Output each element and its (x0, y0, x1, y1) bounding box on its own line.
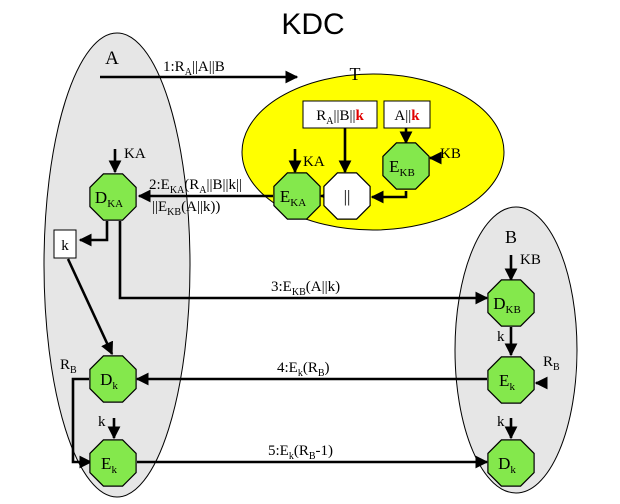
t-enc-ka-shape (273, 172, 321, 220)
a-key-label: k (61, 238, 69, 254)
rb-label-b: RB (543, 354, 560, 373)
t-concat-label: || (344, 187, 351, 206)
kbox-to-dk-arrow (66, 258, 114, 356)
message-1-label: 1:RA||A||B (163, 59, 225, 78)
party-a-label: A (105, 48, 119, 69)
k-label-b-lower: k (497, 414, 505, 430)
b-encrypt-k-node: Ek (487, 356, 535, 404)
b-dec-k-shape (487, 439, 535, 487)
a-enc-k-label: Ek (101, 454, 117, 476)
t-input-kb-label: A||k (394, 108, 420, 124)
message-5-label: 5:Ek(RB-1) (268, 443, 333, 462)
kb-key-label-t: KB (440, 146, 461, 162)
t-enc-ka-label: EKA (280, 187, 306, 209)
a-decrypt-k-node: Dk (89, 355, 137, 403)
t-encrypt-ka-node: EKA (273, 172, 321, 220)
diagram-title: KDC (281, 8, 344, 41)
t-input-kb-box (383, 100, 431, 129)
message-2-label-line2: ||EKB(A||k)) (152, 199, 220, 218)
a-dec-k-label: Dk (100, 370, 118, 392)
message-2-label-line1: 2:EKA(RA||B||k|| (149, 177, 242, 196)
dk-to-ek-arrow (71, 377, 93, 469)
b-dec-kb-label: DKB (493, 294, 521, 316)
t-enc-kb-shape (382, 142, 430, 190)
b-dec-k-label: Dk (498, 454, 516, 476)
b-decrypt-kb-node: DKB (487, 279, 535, 327)
message-4-label: 4:Ek(RB) (277, 360, 330, 379)
t-encrypt-kb-node: EKB (382, 142, 430, 190)
k-label-b-upper: k (497, 329, 505, 345)
a-dec-ka-shape (89, 173, 137, 221)
b-decrypt-k-node: Dk (487, 439, 535, 487)
a-enc-k-shape (89, 439, 137, 487)
b-enc-k-label: Ek (499, 371, 515, 393)
a-decrypt-ka-node: DKA (89, 173, 137, 221)
rb-label-a: RB (60, 357, 77, 376)
ka-key-label-a: KA (124, 146, 146, 162)
b-dec-kb-shape (487, 279, 535, 327)
t-concat-shape (323, 172, 371, 220)
kb-key-label-b: KB (520, 252, 541, 268)
a-key-box (53, 229, 77, 259)
message-3-label: 3:EKB(A||k) (271, 279, 340, 298)
t-concat-node: || (323, 172, 371, 220)
a-encrypt-k-node: Ek (89, 439, 137, 487)
a-dec-ka-label: DKA (95, 188, 123, 210)
message-3-arrow (118, 221, 489, 305)
dka-to-kbox-arrow (78, 221, 109, 247)
t-enc-kb-label: EKB (389, 157, 415, 179)
t-input-label: RA||B||k (316, 108, 364, 127)
party-b-label: B (505, 227, 517, 247)
a-dec-k-shape (89, 355, 137, 403)
t-input-box (302, 100, 378, 129)
k-label-a: k (98, 414, 106, 430)
kdc-t-label: T (350, 64, 361, 84)
b-enc-k-shape (487, 356, 535, 404)
ekb-to-concat-arrow (370, 190, 408, 204)
ka-key-label-t: KA (303, 154, 325, 170)
party-a-region (43, 32, 191, 498)
